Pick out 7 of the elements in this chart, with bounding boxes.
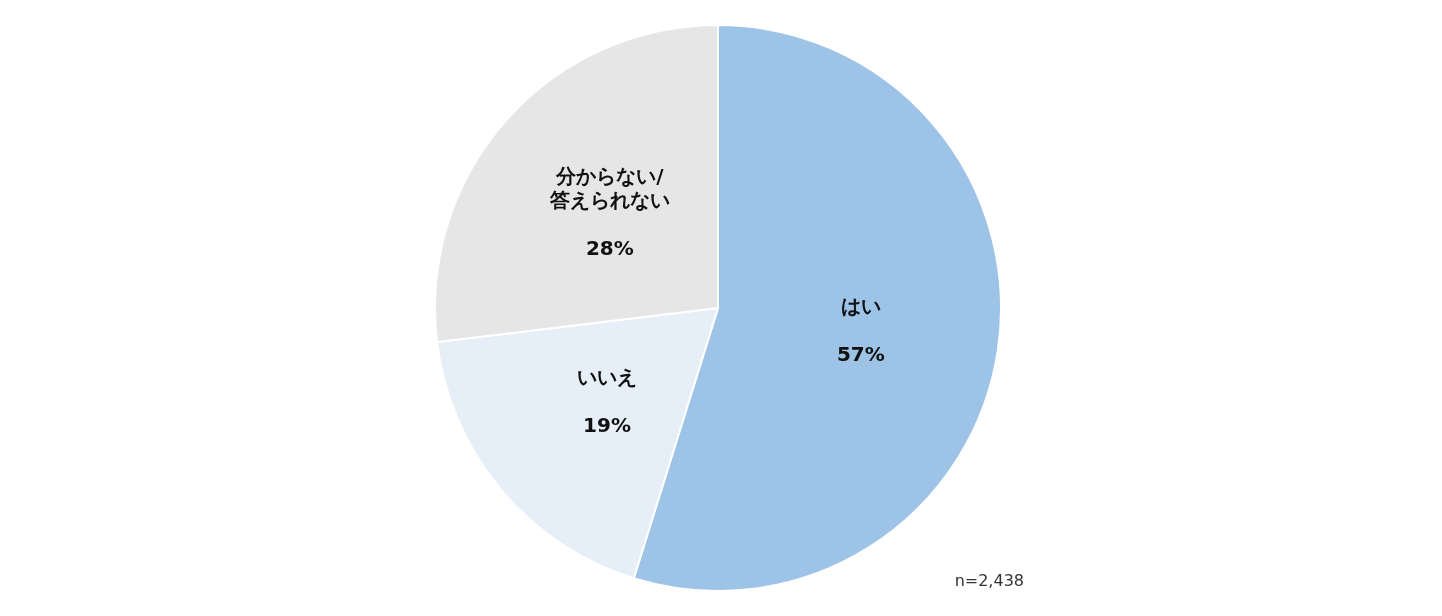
text: n=2,438: [954, 570, 1025, 590]
slice-label: はい: [840, 293, 881, 318]
data-label: 28%: [585, 236, 634, 261]
data-label: 19%: [583, 412, 631, 437]
slice-label: 分からない/答えられない: [548, 164, 670, 213]
slice-label: いいえ: [577, 364, 637, 389]
data-label: 57%: [836, 341, 885, 366]
